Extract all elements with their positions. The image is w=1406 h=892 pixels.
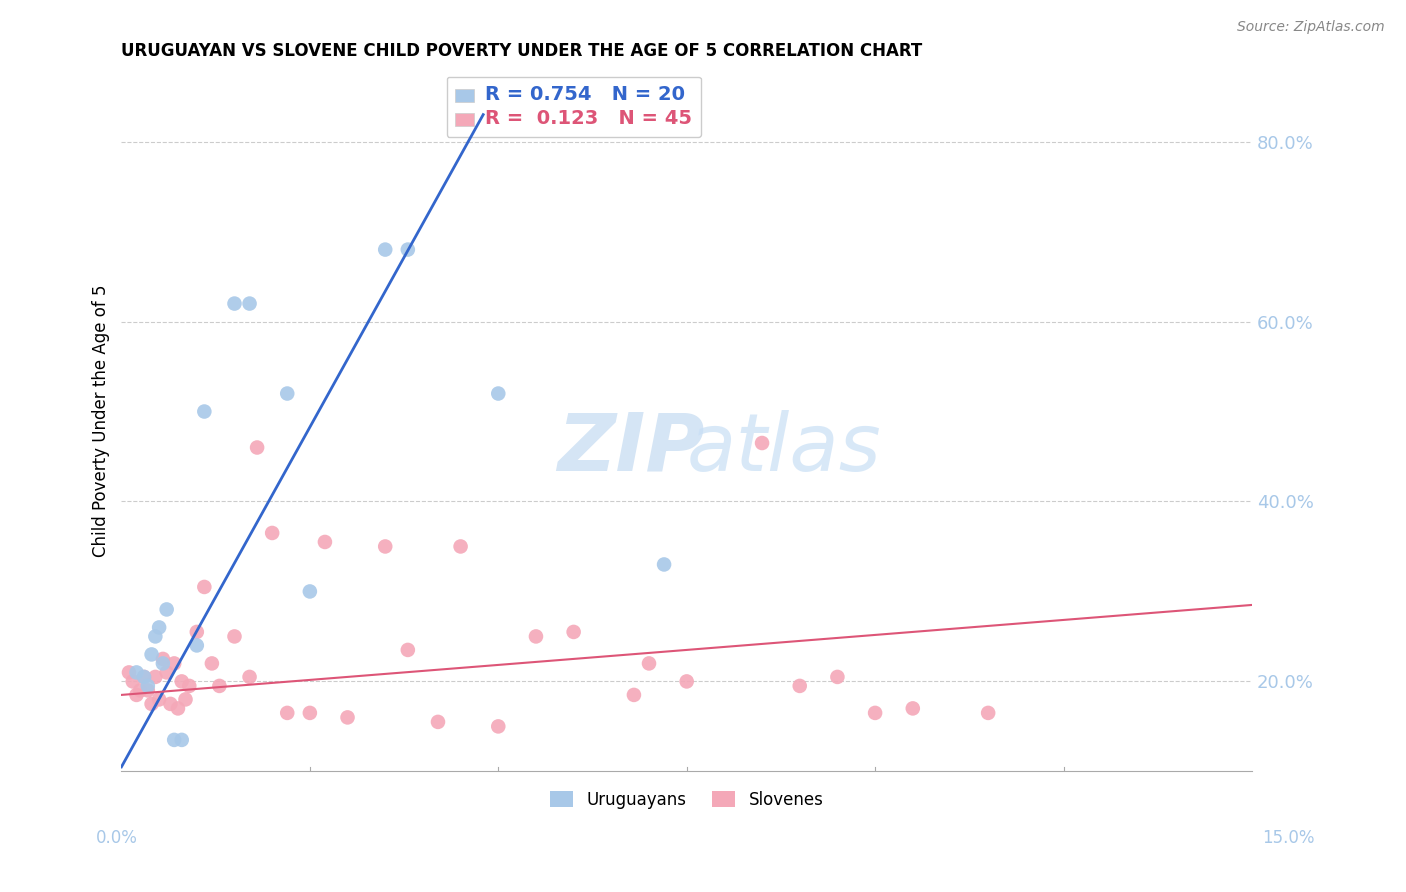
Point (193, 580, 215, 594)
Point (298, 584, 321, 599)
Point (152, 657, 174, 671)
Point (167, 701, 190, 715)
Y-axis label: Child Poverty Under the Age of 5: Child Poverty Under the Age of 5 (93, 285, 110, 557)
Point (125, 688, 148, 702)
Point (450, 540, 472, 554)
Point (148, 620, 170, 634)
Point (224, 629, 246, 643)
Point (143, 629, 166, 643)
Point (224, 296, 246, 310)
Point (827, 670, 849, 684)
Point (179, 679, 201, 693)
Point (524, 629, 547, 643)
Point (201, 657, 224, 671)
Point (276, 386, 298, 401)
Point (396, 243, 419, 257)
Point (486, 386, 509, 401)
Point (751, 436, 773, 450)
Point (675, 674, 697, 689)
Point (174, 692, 197, 706)
Point (118, 665, 141, 680)
Point (427, 714, 450, 729)
Point (623, 688, 645, 702)
Point (652, 558, 675, 572)
Point (156, 665, 179, 680)
Point (156, 602, 179, 616)
Point (396, 643, 419, 657)
Point (238, 296, 260, 310)
Text: URUGUAYAN VS SLOVENE CHILD POVERTY UNDER THE AGE OF 5 CORRELATION CHART: URUGUAYAN VS SLOVENE CHILD POVERTY UNDER… (121, 42, 922, 60)
Text: 0.0%: 0.0% (96, 829, 138, 847)
Point (208, 679, 231, 693)
Point (132, 670, 155, 684)
Point (562, 624, 585, 639)
Point (336, 710, 359, 724)
Point (148, 692, 170, 706)
Point (129, 683, 152, 698)
Point (141, 648, 163, 662)
Text: 15.0%: 15.0% (1263, 829, 1315, 847)
Point (314, 535, 336, 549)
Point (298, 706, 321, 720)
Text: Source: ZipAtlas.com: Source: ZipAtlas.com (1237, 20, 1385, 34)
Point (141, 697, 163, 711)
Point (121, 674, 143, 689)
Point (186, 624, 208, 639)
Point (276, 706, 298, 720)
Point (374, 243, 396, 257)
Legend: Uruguayans, Slovenes: Uruguayans, Slovenes (543, 784, 830, 815)
Point (901, 701, 924, 715)
Point (863, 706, 886, 720)
Point (170, 674, 193, 689)
Point (163, 657, 186, 671)
Text: ZIP: ZIP (557, 409, 704, 488)
Point (193, 404, 215, 418)
Point (246, 441, 269, 455)
Point (170, 732, 193, 747)
Point (486, 719, 509, 733)
Point (186, 639, 208, 653)
Text: atlas: atlas (686, 409, 882, 488)
Point (238, 670, 260, 684)
Point (977, 706, 1000, 720)
Point (374, 540, 396, 554)
Point (136, 683, 159, 698)
Point (136, 679, 159, 693)
Point (125, 665, 148, 680)
Point (152, 652, 174, 666)
Point (789, 679, 811, 693)
Point (638, 657, 661, 671)
Point (262, 526, 284, 541)
Point (132, 670, 155, 684)
Point (163, 732, 186, 747)
Point (143, 670, 166, 684)
Point (159, 697, 181, 711)
